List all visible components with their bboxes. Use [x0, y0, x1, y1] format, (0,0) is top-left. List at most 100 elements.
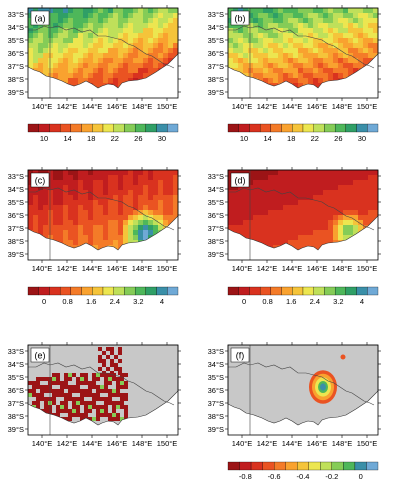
lon-tick-label: 150°E — [157, 264, 178, 273]
lon-tick-label: 142°E — [257, 264, 278, 273]
panel-label: (e) — [35, 351, 46, 361]
colorbar: 10 14 18 22 26 30 — [27, 123, 179, 143]
colorbar-swatch — [70, 123, 82, 133]
colorbar-swatch — [92, 286, 104, 296]
lat-tick-label: 36°S — [208, 211, 224, 220]
colorbar-swatch — [59, 123, 72, 133]
lat-tick-label: 37°S — [208, 62, 224, 71]
lat-tick-label: 35°S — [208, 198, 224, 207]
colorbar-swatch — [292, 286, 304, 296]
lat-tick-label: 33°S — [208, 10, 224, 19]
lat-tick-label: 37°S — [208, 224, 224, 233]
colorbar-tick-label: 30 — [158, 134, 166, 143]
colorbar-swatch — [345, 286, 357, 296]
lon-tick-label: 150°E — [357, 264, 378, 273]
colorbar-swatch — [227, 461, 240, 471]
colorbar-swatch — [366, 461, 379, 471]
colorbar-swatch — [167, 286, 179, 296]
lon-tick-label: 146°E — [307, 102, 328, 111]
panel-label: (a) — [35, 14, 46, 24]
lat-tick-label: 36°S — [208, 49, 224, 58]
colorbar-swatch — [302, 123, 314, 133]
lat-tick-label: 33°S — [8, 172, 24, 181]
panel-label: (f) — [236, 351, 245, 361]
lon-tick-label: 142°E — [57, 439, 78, 448]
lat-tick-label: 35°S — [208, 36, 224, 45]
lon-tick-label: 140°E — [232, 439, 253, 448]
lat-tick-label: 34°S — [8, 185, 24, 194]
colorbar-swatch — [270, 286, 282, 296]
lon-tick-label: 144°E — [82, 102, 103, 111]
colorbar-swatch — [227, 286, 239, 296]
colorbar-swatch — [324, 123, 336, 133]
lat-tick-label: 34°S — [208, 185, 224, 194]
lon-tick-label: 146°E — [107, 439, 128, 448]
colorbar-tick-label: 14 — [63, 134, 71, 143]
lon-tick-label: 150°E — [157, 439, 178, 448]
colorbar-swatch — [102, 123, 114, 133]
colorbar-swatch — [113, 123, 125, 133]
colorbar-swatch — [70, 286, 82, 296]
map-c: (c) 33°S 34°S 35°S 36°S 37°S 38°S 39°S 140°E 142°… — [8, 167, 181, 273]
colorbar-swatch — [262, 461, 275, 471]
lat-tick-label: 38°S — [8, 75, 24, 84]
lon-tick-label: 148°E — [332, 439, 353, 448]
colorbar-tick-label: 3.2 — [333, 297, 343, 306]
colorbar-swatch — [38, 123, 50, 133]
colorbar-tick-label: 18 — [287, 134, 295, 143]
colorbar-swatch — [308, 461, 321, 471]
colorbar-swatch — [281, 123, 293, 133]
lon-tick-label: 148°E — [332, 264, 353, 273]
lat-tick-label: 33°S — [208, 172, 224, 181]
colorbar-swatch — [156, 286, 168, 296]
lon-tick-label: 140°E — [32, 102, 53, 111]
colorbar-tick-label: 30 — [358, 134, 366, 143]
lon-tick-label: 140°E — [232, 264, 253, 273]
colorbar: 0 0.8 1.6 2.4 3.2 4 — [27, 286, 179, 306]
lon-tick-label: 144°E — [282, 439, 303, 448]
lon-tick-label: 144°E — [82, 264, 103, 273]
colorbar-swatch — [259, 286, 272, 296]
colorbar-tick-label: 10 — [240, 134, 248, 143]
lat-tick-label: 36°S — [208, 386, 224, 395]
colorbar-swatch — [354, 461, 367, 471]
lat-tick-label: 38°S — [8, 412, 24, 421]
colorbar-swatch — [259, 123, 272, 133]
colorbar-swatch — [92, 123, 104, 133]
colorbar-swatch — [239, 461, 252, 471]
panel-label: (b) — [235, 14, 246, 24]
colorbar-swatch — [81, 286, 93, 296]
colorbar-tick-label: 4 — [160, 297, 164, 306]
colorbar-swatch — [134, 286, 147, 296]
colorbar-tick-label: 4 — [360, 297, 364, 306]
colorbar-swatch — [320, 461, 332, 471]
lat-tick-label: 38°S — [208, 412, 224, 421]
lat-tick-label: 33°S — [8, 10, 24, 19]
lat-tick-label: 34°S — [8, 23, 24, 32]
lon-tick-label: 146°E — [107, 102, 128, 111]
lon-tick-label: 144°E — [82, 439, 103, 448]
lat-tick-label: 36°S — [8, 49, 24, 58]
colorbar-tick-label: 0 — [42, 297, 46, 306]
lat-tick-label: 34°S — [208, 23, 224, 32]
colorbar-swatch — [281, 286, 293, 296]
lat-tick-label: 34°S — [8, 360, 24, 369]
lat-tick-label: 37°S — [8, 399, 24, 408]
lon-tick-label: 142°E — [57, 264, 78, 273]
colorbar: 0 0.8 1.6 2.4 3.2 4 — [227, 286, 379, 306]
lat-tick-label: 33°S — [8, 347, 24, 356]
colorbar-tick-label: 2.4 — [110, 297, 120, 306]
lon-tick-label: 142°E — [257, 439, 278, 448]
colorbar-swatch — [270, 123, 282, 133]
lat-tick-label: 39°S — [208, 250, 224, 259]
colorbar-tick-label: 1.6 — [286, 297, 296, 306]
colorbar-swatch — [367, 123, 379, 133]
colorbar-swatch — [102, 286, 114, 296]
colorbar-tick-label: 14 — [263, 134, 271, 143]
colorbar-swatch — [49, 123, 61, 133]
colorbar-tick-label: 2.4 — [310, 297, 320, 306]
lon-tick-label: 146°E — [307, 264, 328, 273]
lat-tick-label: 38°S — [208, 237, 224, 246]
lon-tick-label: 150°E — [357, 102, 378, 111]
colorbar-tick-label: 18 — [87, 134, 95, 143]
